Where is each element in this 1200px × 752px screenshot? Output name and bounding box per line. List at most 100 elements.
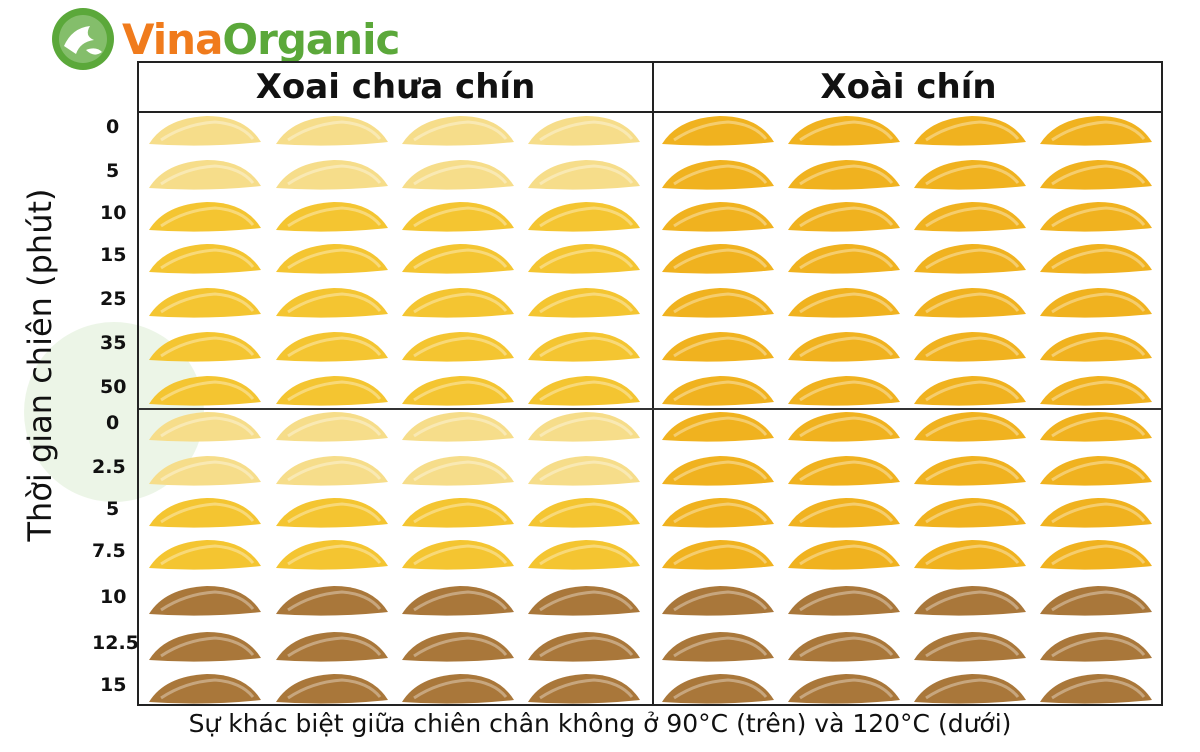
mango-chip-shape [662,498,774,528]
mango-chip [788,632,900,662]
mango-chip-shape [788,674,900,704]
mango-chip [402,586,514,616]
mango-chip-shape [914,674,1026,704]
mango-chip-highlight [160,248,255,270]
row-tick: 5 [106,498,120,520]
mango-chip [1040,674,1152,704]
mango-chip [662,332,774,362]
mango-chip-shape [402,160,514,190]
mango-chip [528,160,640,190]
mango-chip [914,160,1026,190]
mango-chip-highlight [539,460,634,482]
mango-chip-highlight [673,678,768,700]
mango-chip-shape [528,116,640,146]
mango-chip-highlight [1051,206,1146,228]
mango-chip [1040,244,1152,274]
mango-chip [788,586,900,616]
mango-chip [276,540,388,570]
mango-chip-shape [402,202,514,232]
mango-chip-shape [149,288,261,318]
mango-chip [149,376,261,406]
mango-chip-highlight [287,590,382,612]
y-axis-label: Thời gian chiên (phút) [10,130,70,600]
mango-chip-highlight [799,416,894,438]
mango-chip-highlight [925,678,1020,700]
mango-chip [528,332,640,362]
mango-chip [276,332,388,362]
mango-chip [528,412,640,442]
mango-chip-shape [1040,332,1152,362]
mango-chip-highlight [673,590,768,612]
y-axis-label-text: Thời gian chiên (phút) [21,188,59,542]
mango-chip-highlight [799,380,894,402]
mango-chip [1040,412,1152,442]
mango-chip-highlight [413,380,508,402]
mango-chip-shape [528,498,640,528]
mango-chip-shape [149,674,261,704]
mango-chip [662,116,774,146]
column-divider [652,63,654,704]
mango-chip-highlight [287,636,382,658]
mango-chip-shape [1040,116,1152,146]
mango-chip-highlight [539,248,634,270]
mango-chip-shape [1040,674,1152,704]
mango-chip [788,376,900,406]
mango-chip-highlight [799,460,894,482]
mango-chip [276,412,388,442]
mango-chip-highlight [925,164,1020,186]
mango-chip-shape [914,632,1026,662]
mango-chip [402,376,514,406]
mango-chip-highlight [287,678,382,700]
mango-chip-shape [528,586,640,616]
mango-chip-shape [662,586,774,616]
mango-chip-shape [662,540,774,570]
mango-chip [149,586,261,616]
mango-chip [149,288,261,318]
mango-chip-highlight [799,292,894,314]
mango-chip [149,498,261,528]
mango-chip-highlight [287,544,382,566]
mango-chip-highlight [799,164,894,186]
mango-chip-highlight [925,248,1020,270]
mango-chip [402,498,514,528]
mango-chip-highlight [1051,380,1146,402]
mango-chip-highlight [413,590,508,612]
column-header-ripe: Xoài chín [820,67,997,107]
mango-chip-highlight [287,460,382,482]
mango-chip [149,674,261,704]
mango-chip-shape [788,540,900,570]
mango-chip [528,674,640,704]
mango-chip [914,540,1026,570]
mango-chip-shape [276,540,388,570]
mango-chip-highlight [287,206,382,228]
mango-chip-shape [914,376,1026,406]
mango-chip-shape [1040,498,1152,528]
mango-chip-shape [276,456,388,486]
mango-chip [788,244,900,274]
mango-chip-shape [528,244,640,274]
mango-chip-shape [276,160,388,190]
mango-chip-highlight [160,636,255,658]
mango-chip-highlight [160,164,255,186]
mango-chip [149,116,261,146]
mango-chip-shape [276,586,388,616]
mango-chip-highlight [539,206,634,228]
mango-chip-highlight [413,416,508,438]
mango-chip [402,160,514,190]
mango-chip-shape [528,632,640,662]
mango-chip [662,540,774,570]
mango-chip-shape [662,332,774,362]
mango-chip-shape [149,456,261,486]
mango-chip-highlight [160,502,255,524]
mango-chip-highlight [925,590,1020,612]
mango-chip-highlight [799,502,894,524]
mango-chip [788,498,900,528]
mango-chip [528,376,640,406]
mango-chip-shape [788,288,900,318]
mango-chip [1040,540,1152,570]
mango-chip-highlight [673,416,768,438]
mango-chip-highlight [413,678,508,700]
mango-chip [276,376,388,406]
mango-chip [914,332,1026,362]
mango-chip-shape [528,288,640,318]
